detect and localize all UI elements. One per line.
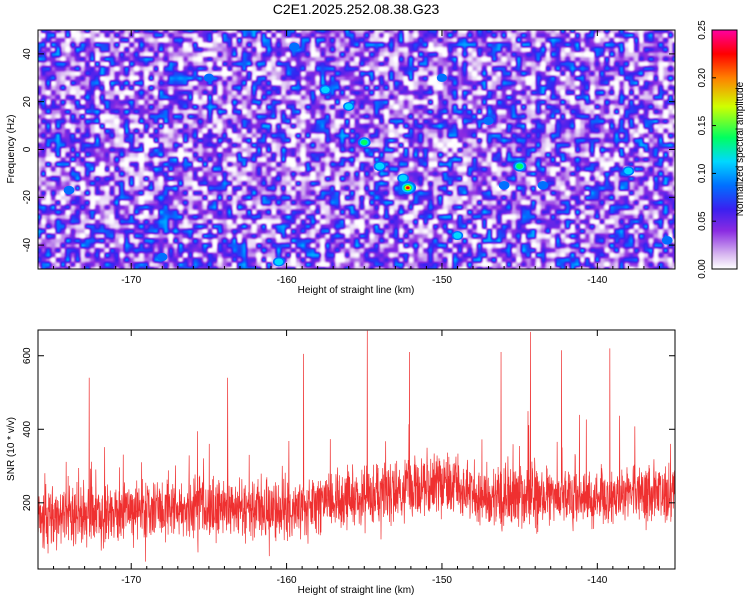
heatmap-axes: -170 -160 -150 -140 -40 -20 0 20 40	[22, 30, 676, 286]
colorbar-label: Normalized spectral amplitude	[735, 81, 746, 216]
snr-x-tick-label: -160	[277, 575, 297, 586]
heatmap-peak-8	[451, 231, 464, 241]
heatmap-peak-17	[289, 42, 300, 51]
snr-y-tick-label: 400	[22, 420, 33, 437]
snr-frame	[37, 329, 676, 570]
snr-panel: -170 -160 -150 -140 200 400 600 Height of stra…	[6, 329, 676, 596]
heatmap-area	[38, 30, 675, 269]
heatmap-x-tick-label: -160	[277, 275, 297, 286]
colorbar: 0.00 0.05 0.10 0.15 0.20 0.25 Normalized spec…	[697, 20, 746, 279]
snr-x-label: Height of straight line (km)	[298, 585, 415, 596]
colorbar-tick-label: 0.25	[697, 20, 708, 40]
snr-series-line	[38, 330, 675, 562]
colorbar-gradient	[711, 29, 738, 270]
colorbar-tick-label: 0.20	[697, 68, 708, 88]
heatmap-y-tick-label: 20	[22, 96, 33, 108]
colorbar-tick-label: 0.00	[697, 259, 708, 279]
snr-x-tick-label: -170	[121, 575, 141, 586]
heatmap-panel: -170 -160 -150 -140 -40 -20 0 20 40 Height of st…	[6, 29, 676, 296]
heatmap-peak-13	[63, 185, 75, 195]
colorbar-ticks: 0.00 0.05 0.10 0.15 0.20 0.25	[697, 20, 716, 279]
heatmap-y-tick-label: -20	[22, 190, 33, 205]
heatmap-peaks	[63, 42, 673, 267]
heatmap-peak-10	[622, 166, 635, 176]
snr-y-label: SNR (10 * v/v)	[6, 417, 17, 481]
heatmap-x-tick-label: -150	[432, 275, 452, 286]
heatmap-peak-9	[498, 181, 510, 190]
heatmap-peak-18	[436, 73, 448, 82]
heatmap-peak-11	[537, 181, 549, 190]
colorbar-tick-label: 0.15	[697, 115, 708, 135]
heatmap-x-label: Height of straight line (km)	[298, 285, 415, 296]
heatmap-peak-5	[319, 85, 332, 95]
heatmap-peak-7	[272, 257, 285, 267]
heatmap-peak-2	[373, 161, 386, 172]
heatmap-y-tick-label: 40	[22, 48, 33, 60]
snr-axes: -170 -160 -150 -140 200 400 600	[22, 330, 676, 586]
snr-x-tick-label: -140	[587, 575, 607, 586]
heatmap-x-tick-label: -170	[121, 275, 141, 286]
heatmap-y-tick-label: -40	[22, 237, 33, 252]
colorbar-tick-label: 0.05	[697, 211, 708, 231]
heatmap-peak-14	[203, 73, 215, 82]
heatmap-peak-3	[397, 173, 409, 183]
heatmap-x-tick-label: -140	[587, 275, 607, 286]
heatmap-y-tick-label: 0	[22, 146, 33, 152]
colorbar-tick-label: 0.10	[697, 163, 708, 183]
heatmap-y-label: Frequency (Hz)	[6, 115, 17, 184]
heatmap-peak-4	[513, 160, 527, 172]
heatmap-peak-0	[399, 181, 417, 195]
chart-title: C2E1.2025.252.08.38.G23	[273, 1, 440, 17]
heatmap-peak-12	[661, 236, 673, 245]
snr-y-tick-label: 200	[22, 494, 33, 511]
heatmap-peak-15	[483, 116, 494, 125]
heatmap-peak-1	[357, 137, 371, 148]
heatmap-peak-16	[157, 252, 168, 262]
snr-y-tick-label: 600	[22, 347, 33, 364]
snr-x-tick-label: -150	[432, 575, 452, 586]
heatmap-peak-6	[343, 101, 355, 111]
